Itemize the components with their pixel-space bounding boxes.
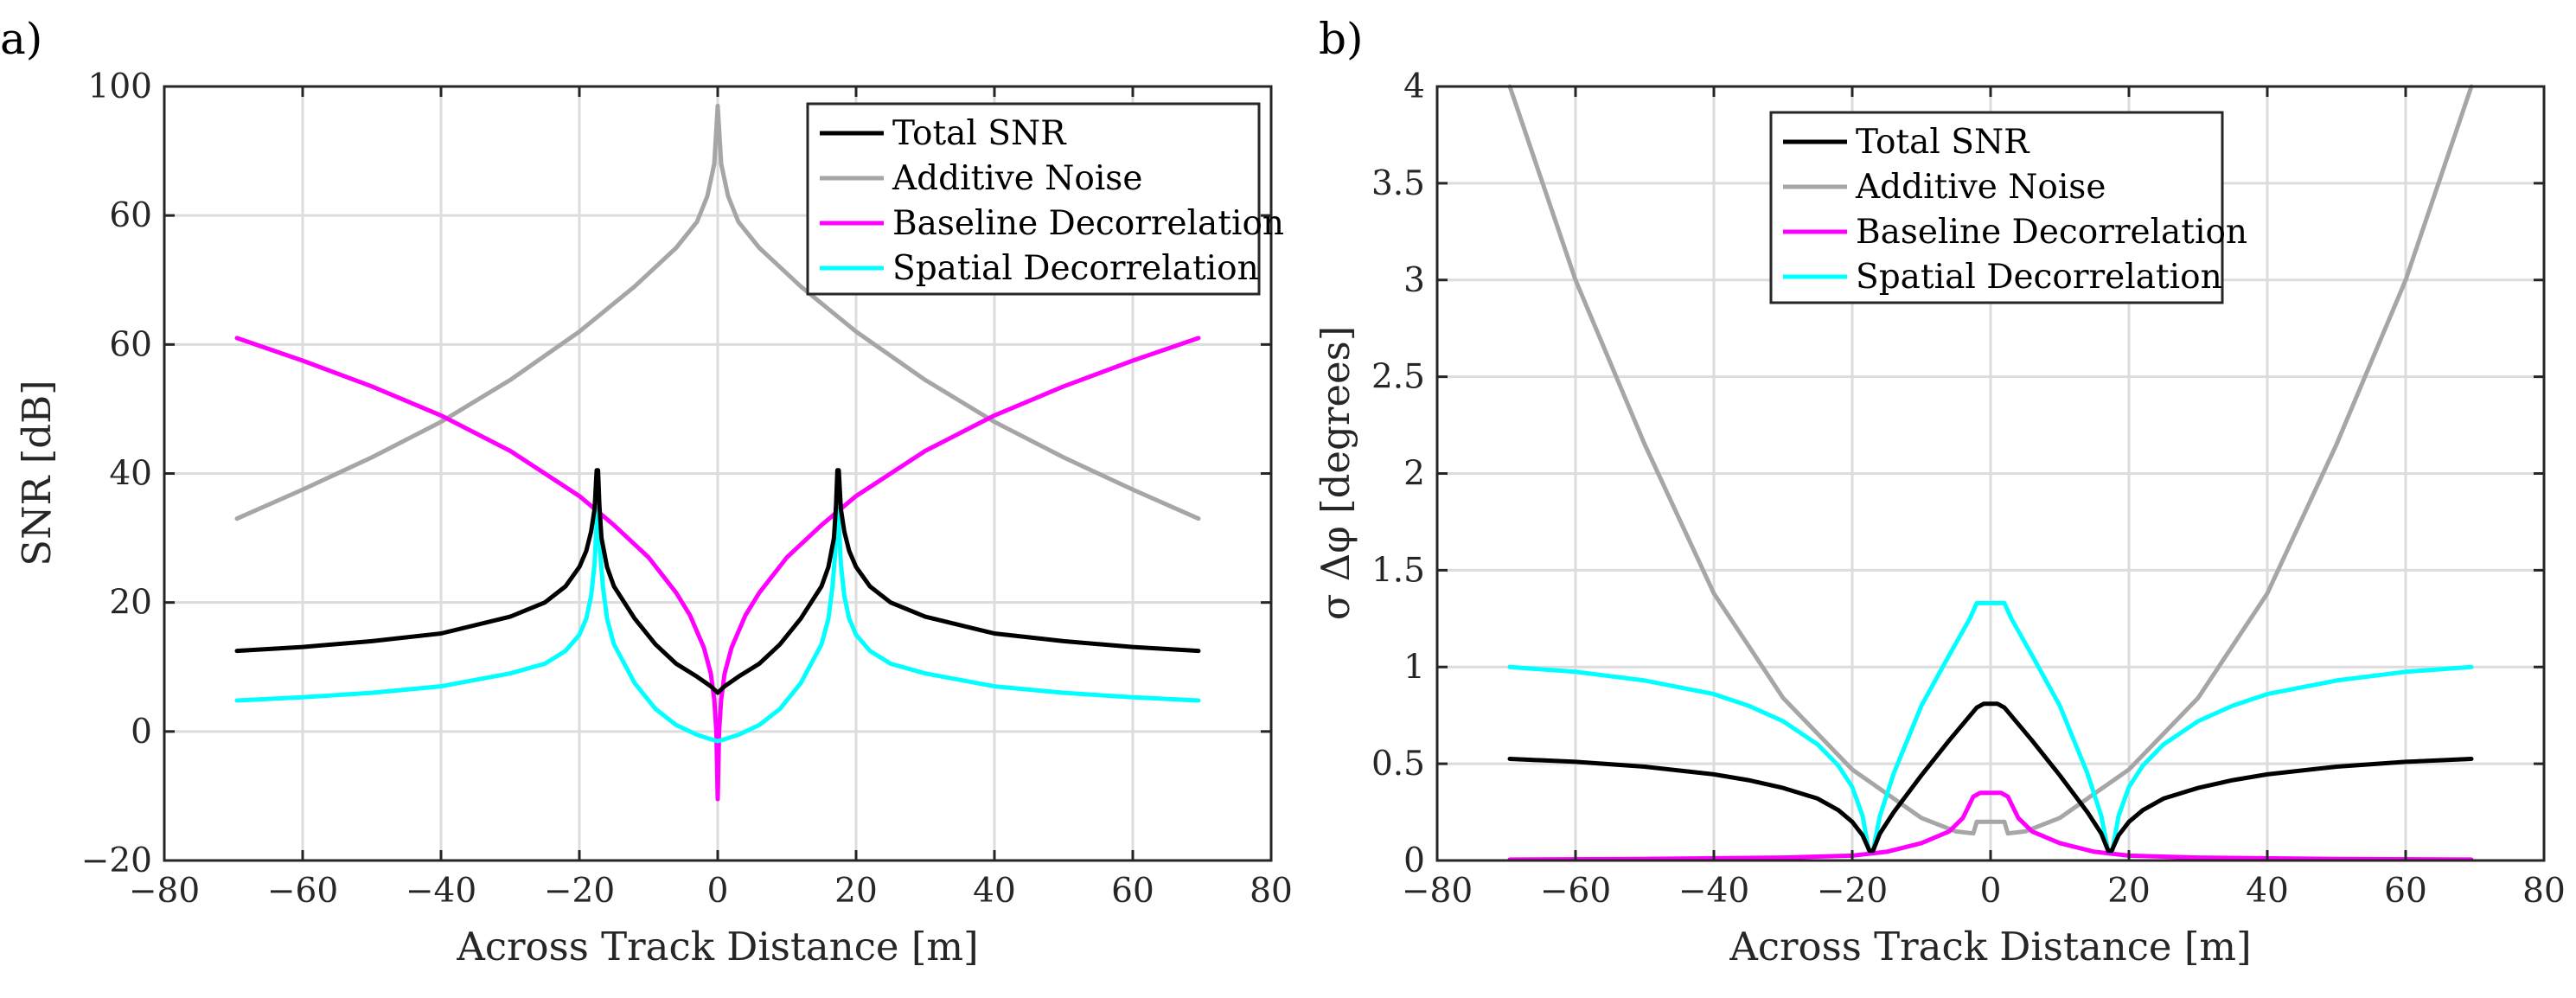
- panel-b-x-tick-label: −40: [1678, 872, 1749, 911]
- panel-a-legend: Total SNR Additive Noise Baseline Decorrel…: [806, 102, 1284, 296]
- panel-b-label: b): [1319, 14, 1364, 64]
- panel-b-legend: Total SNR Additive Noise Baseline Decorrel…: [1769, 111, 2247, 304]
- panel-b-x-tick-label: 80: [2522, 872, 2566, 911]
- panel-a-x-tick-label: 0: [707, 872, 729, 911]
- panel-b-legend-label-additive-noise: Additive Noise: [1855, 168, 2106, 207]
- panel-a-x-tick-label: 80: [1250, 872, 1293, 911]
- panel-b-y-tick-label: 2.5: [1371, 358, 1425, 397]
- panel-a-y-tick-label: 100: [88, 67, 152, 106]
- panel-b-chart: −80 −60 −40 −20 0 20 40 60 80 0 0.5 1 1.5 2 2.5 3 3.5 4 b…: [1313, 14, 2566, 969]
- panel-b-legend-box: [1769, 111, 2224, 304]
- panel-b-legend-label-spatial-decorrelation: Spatial Decorrelation: [1856, 258, 2222, 297]
- panel-b-x-tick-label: −60: [1540, 872, 1611, 911]
- panel-b-y-tick-label: 1: [1403, 648, 1425, 687]
- panel-b-series-additive-noise: [1507, 84, 2474, 836]
- panel-b-legend-label-baseline-decorrelation: Baseline Decorrelation: [1856, 213, 2247, 252]
- panel-b-series-total-snr: [1507, 701, 2474, 854]
- panel-b-y-tick-label: 2: [1403, 455, 1425, 494]
- panel-b-legend-label-total-snr: Total SNR: [1856, 123, 2030, 162]
- panel-a-x-axis-label: Across Track Distance [m]: [456, 924, 978, 969]
- panel-a-y-tick-label: 40: [109, 455, 152, 494]
- panel-a-x-tick-label: −80: [129, 872, 200, 911]
- panel-a-x-tick-label: −40: [406, 872, 476, 911]
- panel-a-legend-label-spatial-decorrelation: Spatial Decorrelation: [892, 249, 1259, 288]
- panel-a-series-total-snr: [234, 468, 1201, 695]
- panel-a-x-tick-label: 60: [1111, 872, 1154, 911]
- panel-a-y-tick-label: 0: [131, 713, 152, 752]
- panel-a-x-tick-label: 40: [973, 872, 1016, 911]
- panel-a-legend-label-baseline-decorrelation: Baseline Decorrelation: [892, 204, 1284, 243]
- panel-b-y-tick-label: 0.5: [1371, 745, 1425, 784]
- panel-a-legend-box: [806, 102, 1261, 296]
- panel-a-label: a): [0, 14, 42, 64]
- panel-b-x-tick-label: 40: [2246, 872, 2289, 911]
- panel-a-legend-label-total-snr: Total SNR: [892, 114, 1067, 153]
- panel-a-series-spatial-decorrelation: [234, 507, 1201, 744]
- panel-a-y-axis-label: SNR [dB]: [14, 380, 60, 566]
- panel-a-series-baseline-decorrelation: [234, 336, 1201, 802]
- panel-a-legend-label-additive-noise: Additive Noise: [892, 159, 1142, 198]
- panel-b-x-tick-label: −20: [1817, 872, 1888, 911]
- panel-b-x-tick-label: 0: [1980, 872, 2002, 911]
- panel-b-series-baseline-decorrelation: [1507, 790, 2474, 862]
- panel-a-x-tick-label: −20: [544, 872, 615, 911]
- panel-b-y-tick-label: 0: [1403, 841, 1425, 880]
- panel-b-series-spatial-decorrelation: [1507, 600, 2474, 854]
- panel-b-x-tick-label: −80: [1402, 872, 1473, 911]
- panel-b-tick-labels: −80 −60 −40 −20 0 20 40 60 80 0 0.5 1 1.5 2 2.5 3 3.5 4: [1371, 67, 2566, 911]
- panel-b-y-axis-label: σ Δφ [degrees]: [1313, 326, 1358, 621]
- panel-a-x-tick-label: 20: [834, 872, 878, 911]
- panel-a-y-tick-label: 60: [109, 325, 152, 364]
- panel-b-y-tick-label: 4: [1403, 67, 1425, 106]
- panel-b-x-axis-label: Across Track Distance [m]: [1729, 924, 2251, 969]
- panel-b-y-tick-label: 1.5: [1371, 551, 1425, 590]
- panel-a-tick-labels: −80 −60 −40 −20 0 20 40 60 80 −20 0 20 40 60 60 100: [81, 67, 1293, 911]
- panel-b-y-tick-label: 3.5: [1371, 164, 1425, 203]
- panel-b-x-tick-label: 60: [2384, 872, 2427, 911]
- panel-a-y-tick-label: −20: [81, 841, 152, 880]
- panel-b-x-tick-label: 20: [2107, 872, 2151, 911]
- panel-a-series: [234, 103, 1201, 802]
- panel-a-x-tick-label: −60: [267, 872, 338, 911]
- panel-a-y-tick-label: 60: [109, 196, 152, 235]
- panel-b-series: [1507, 84, 2474, 862]
- panel-a-y-tick-label: 20: [109, 584, 152, 623]
- panel-b-y-tick-label: 3: [1403, 261, 1425, 300]
- panel-a-series-additive-noise: [234, 103, 1201, 521]
